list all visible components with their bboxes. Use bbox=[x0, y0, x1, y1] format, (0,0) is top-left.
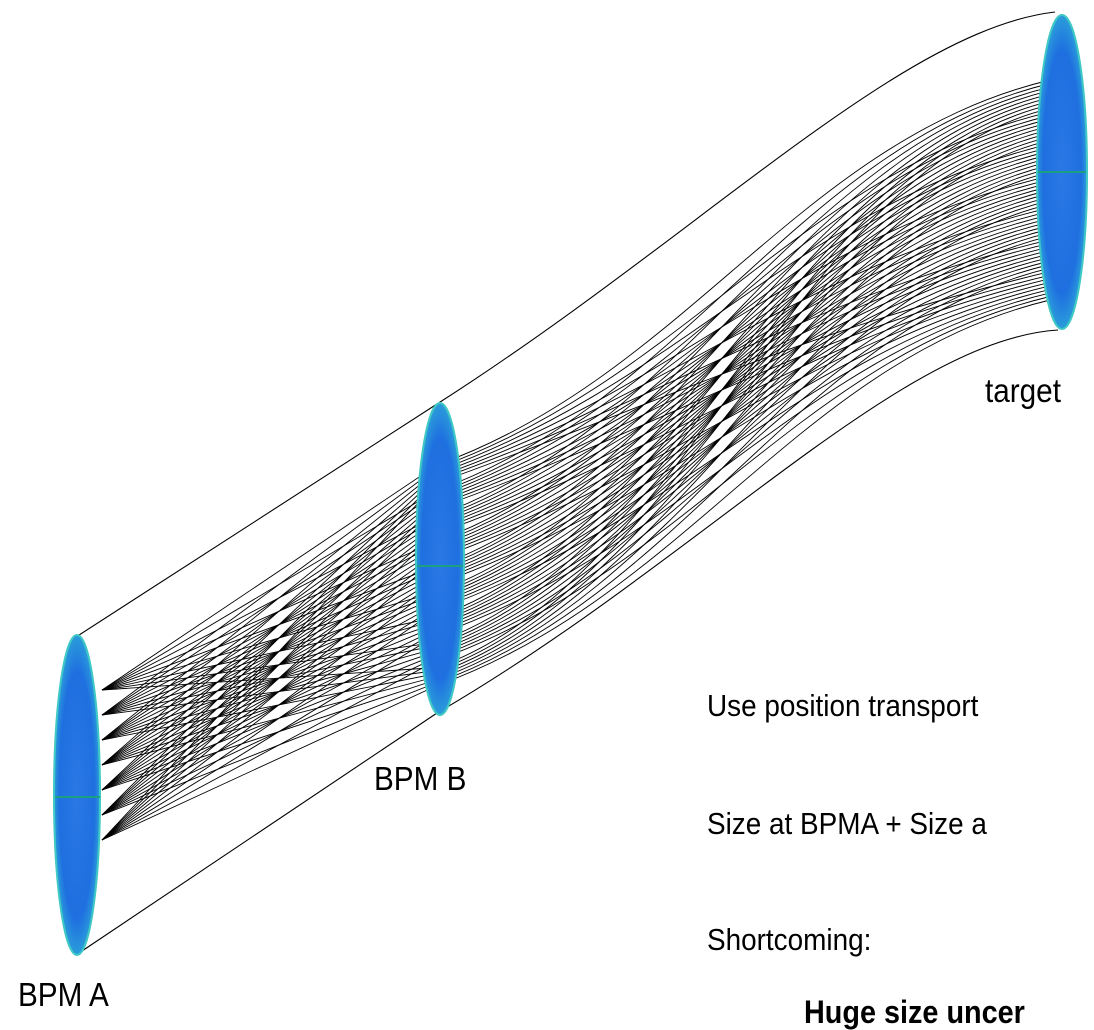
ray-36 bbox=[101, 207, 1051, 791]
ray-14 bbox=[101, 129, 1051, 716]
ray-26 bbox=[101, 171, 1051, 741]
ray-21 bbox=[101, 154, 1051, 741]
ray-2 bbox=[101, 86, 1051, 691]
ray-47 bbox=[101, 246, 1051, 816]
envelope-top bbox=[75, 11, 1056, 638]
ray-43 bbox=[101, 232, 1051, 791]
ray-57 bbox=[101, 281, 1051, 841]
ray-54 bbox=[101, 271, 1051, 841]
ray-62 bbox=[101, 299, 1051, 841]
target-profile bbox=[1036, 14, 1088, 330]
bpm-b-profile bbox=[415, 402, 465, 716]
ray-24 bbox=[101, 164, 1051, 741]
ray-61 bbox=[101, 296, 1051, 841]
bpm-a-label: BPM A bbox=[18, 976, 109, 1013]
envelope-bottom bbox=[81, 329, 1059, 952]
ray-44 bbox=[101, 235, 1051, 791]
ray-13 bbox=[101, 125, 1051, 716]
ray-46 bbox=[101, 242, 1051, 816]
ray-4 bbox=[101, 93, 1051, 691]
ray-bundle bbox=[101, 79, 1051, 841]
ray-45 bbox=[101, 239, 1051, 816]
ray-19 bbox=[101, 146, 1051, 741]
bpm-a-profile bbox=[53, 634, 101, 956]
ray-17 bbox=[101, 139, 1051, 716]
ray-51 bbox=[101, 260, 1051, 816]
note-size-sum: Size at BPMA + Size a bbox=[707, 806, 987, 841]
note-shortcoming: Shortcoming: bbox=[707, 922, 872, 957]
ray-48 bbox=[101, 249, 1051, 816]
ray-11 bbox=[101, 118, 1051, 716]
ray-41 bbox=[101, 225, 1051, 791]
ray-20 bbox=[101, 150, 1051, 741]
ray-9 bbox=[101, 111, 1051, 716]
ray-40 bbox=[101, 221, 1051, 791]
ray-18 bbox=[101, 143, 1051, 741]
ray-28 bbox=[101, 178, 1051, 766]
ray-38 bbox=[101, 214, 1051, 791]
ray-27 bbox=[101, 175, 1051, 766]
ray-37 bbox=[101, 210, 1051, 791]
ray-10 bbox=[101, 115, 1051, 716]
ray-35 bbox=[101, 203, 1051, 766]
ray-49 bbox=[101, 253, 1051, 816]
bpm-b-label: BPM B bbox=[374, 760, 467, 797]
ray-12 bbox=[101, 122, 1051, 716]
ray-42 bbox=[101, 228, 1051, 791]
ray-22 bbox=[101, 157, 1051, 741]
ray-33 bbox=[101, 196, 1051, 766]
ray-30 bbox=[101, 186, 1051, 766]
ray-16 bbox=[101, 136, 1051, 716]
ray-32 bbox=[101, 193, 1051, 766]
ray-53 bbox=[101, 267, 1051, 816]
ray-25 bbox=[101, 168, 1051, 741]
ray-34 bbox=[101, 200, 1051, 766]
ray-58 bbox=[101, 285, 1051, 841]
ray-15 bbox=[101, 132, 1051, 716]
ray-60 bbox=[101, 292, 1051, 841]
ray-50 bbox=[101, 256, 1051, 816]
ray-31 bbox=[101, 189, 1051, 766]
ray-29 bbox=[101, 182, 1051, 766]
ray-55 bbox=[101, 274, 1051, 841]
note-huge-size-uncertainty: Huge size uncer bbox=[804, 994, 1025, 1030]
ray-59 bbox=[101, 288, 1051, 841]
ray-23 bbox=[101, 161, 1051, 741]
ray-0 bbox=[101, 79, 1051, 691]
ray-52 bbox=[101, 264, 1051, 816]
beam-envelope bbox=[75, 11, 1059, 952]
note-position-transport: Use position transport bbox=[707, 688, 979, 723]
ray-56 bbox=[101, 278, 1051, 841]
ray-39 bbox=[101, 217, 1051, 791]
target-label: target bbox=[985, 372, 1061, 409]
